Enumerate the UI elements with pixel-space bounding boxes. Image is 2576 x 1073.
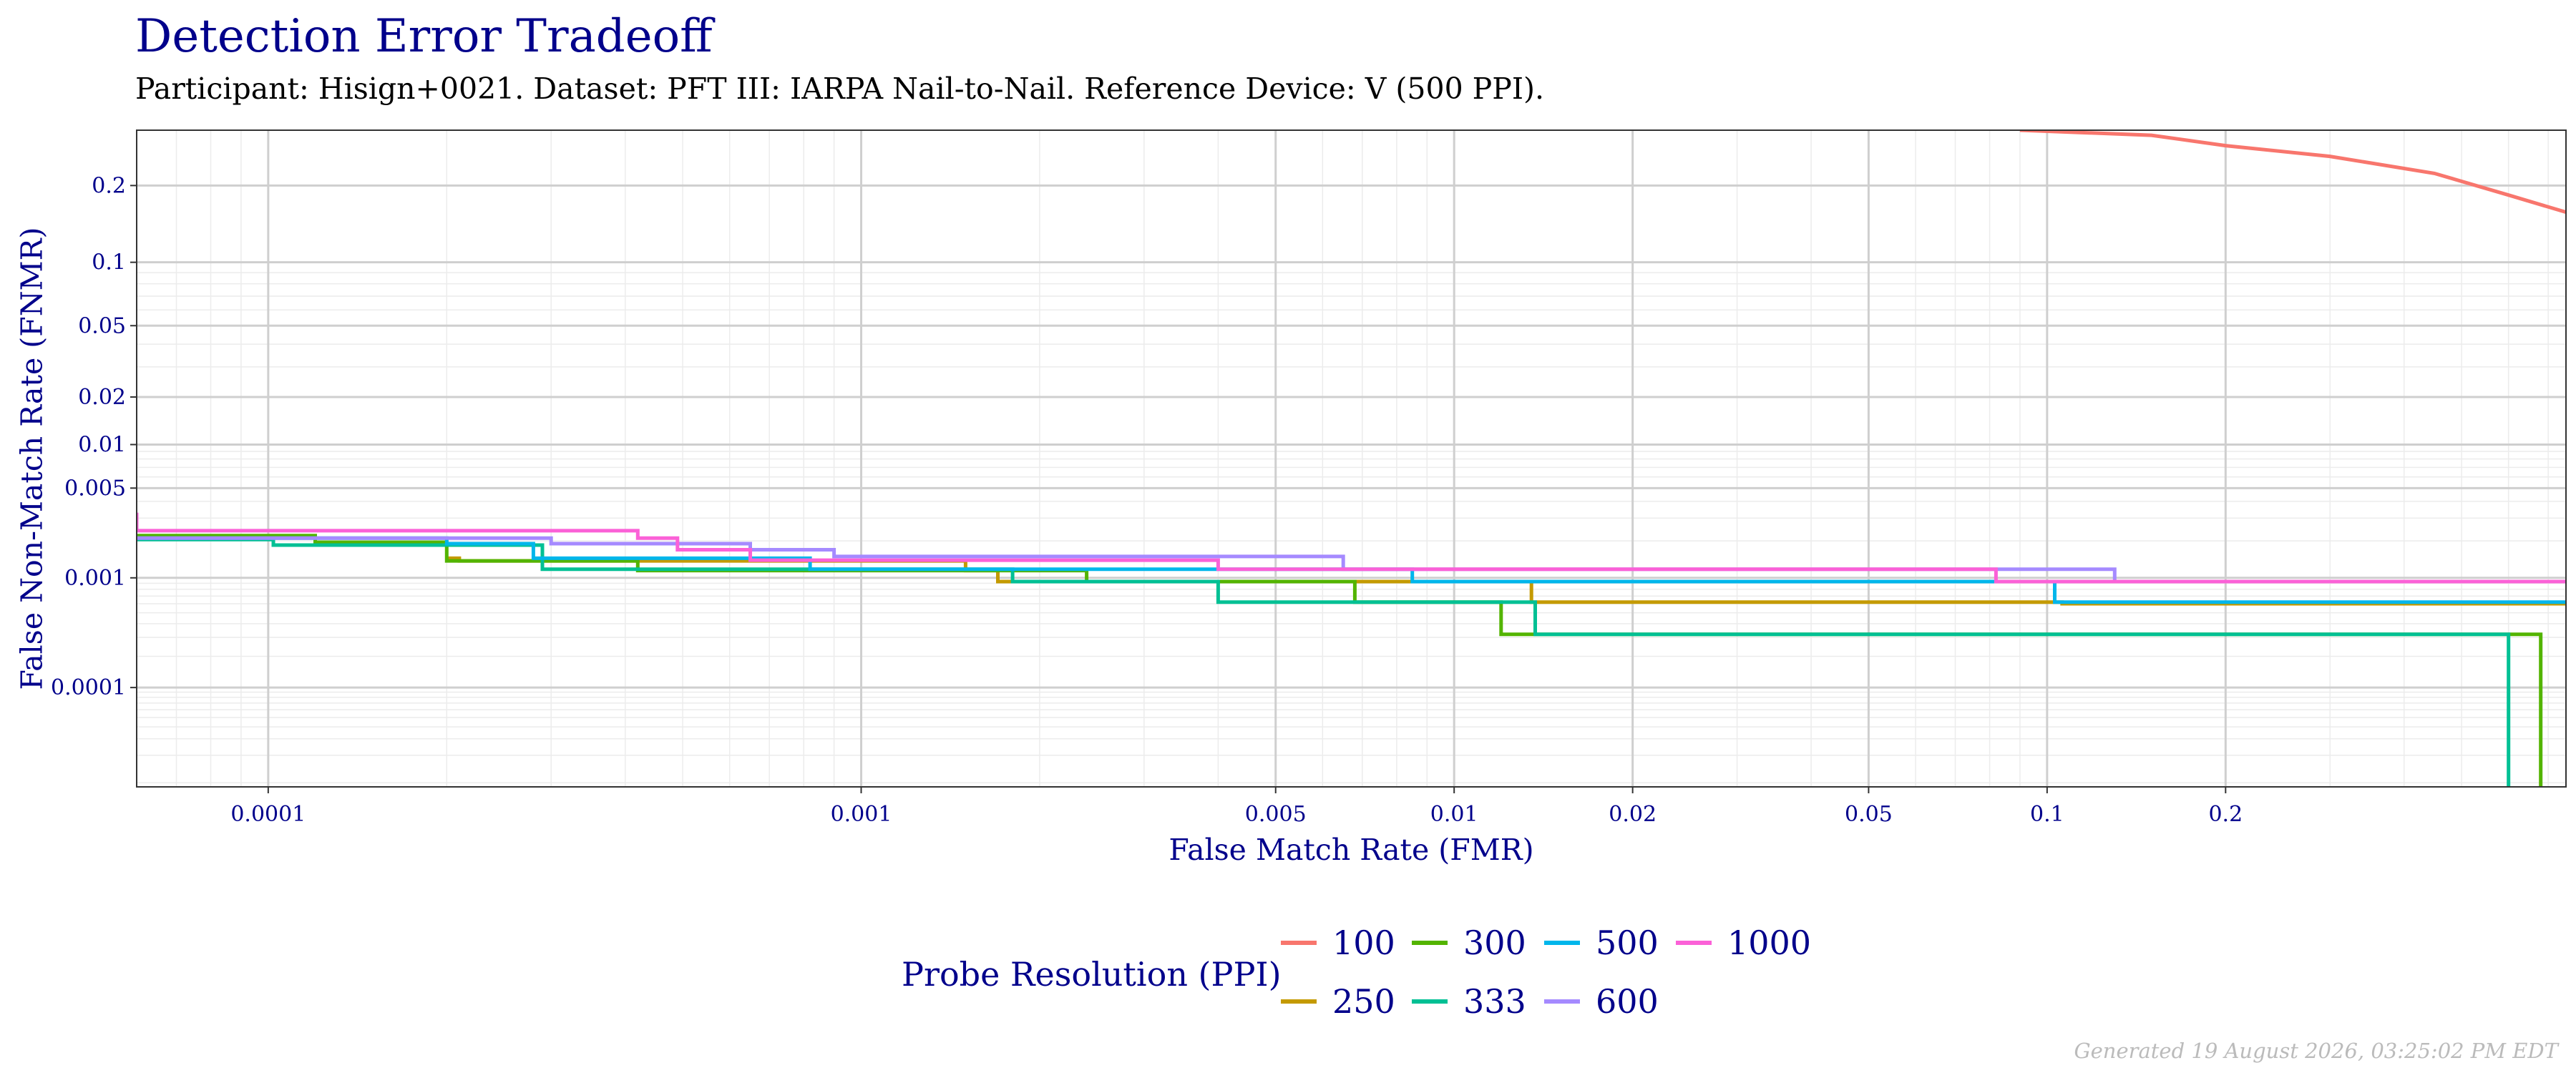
legend-label-250: 250 [1332, 982, 1395, 1021]
y-tick-label: 0.02 [78, 385, 126, 410]
x-axis-ticks: 0.0001 0.001 0.005 0.01 0.02 0.05 0.1 0.2 [230, 787, 2243, 827]
x-axis-title: False Match Rate (FMR) [1169, 833, 1533, 867]
major-gridlines [137, 130, 2566, 787]
series-line-600 [137, 536, 2566, 584]
y-tick-label: 0.2 [92, 173, 126, 198]
series-line-100 [2019, 130, 2566, 214]
plot-series [137, 130, 2566, 787]
x-tick-label: 0.2 [2208, 802, 2243, 827]
chart-title: Detection Error Tradeoff [135, 10, 713, 63]
y-tick-label: 0.1 [92, 250, 126, 275]
y-tick-label: 0.001 [64, 566, 126, 591]
legend-label-500: 500 [1596, 923, 1659, 962]
series-line-333 [137, 537, 2511, 787]
x-tick-label: 0.05 [1845, 802, 1893, 827]
legend-label-300: 300 [1463, 923, 1526, 962]
x-tick-label: 0.0001 [230, 802, 306, 827]
legend: Probe Resolution (PPI) 100 300 500 1000 250 3… [902, 923, 1811, 1021]
y-axis-ticks: 0.2 0.1 0.05 0.02 0.01 0.005 0.001 0.0001 [51, 173, 137, 700]
x-tick-label: 0.01 [1430, 802, 1478, 827]
legend-label-333: 333 [1463, 982, 1526, 1021]
y-tick-label: 0.01 [78, 432, 126, 457]
x-tick-label: 0.1 [2030, 802, 2064, 827]
legend-label-100: 100 [1332, 923, 1395, 962]
legend-label-1000: 1000 [1727, 923, 1811, 962]
x-tick-label: 0.02 [1609, 802, 1657, 827]
legend-title: Probe Resolution (PPI) [902, 955, 1282, 994]
y-tick-label: 0.005 [64, 476, 126, 501]
x-tick-label: 0.005 [1245, 802, 1307, 827]
chart-subtitle: Participant: Hisign+0021. Dataset: PFT I… [135, 72, 1545, 106]
x-tick-label: 0.001 [831, 802, 892, 827]
plot-border [136, 129, 2567, 788]
y-tick-label: 0.05 [78, 313, 126, 338]
legend-label-600: 600 [1596, 982, 1659, 1021]
series-line-1000 [137, 512, 2566, 584]
generated-timestamp: Generated 19 August 2026, 03:25:02 PM ED… [2074, 1039, 2558, 1063]
series-line-500 [137, 536, 2566, 604]
series-line-300 [137, 534, 2543, 787]
y-axis-title: False Non-Match Rate (FNMR) [15, 227, 49, 690]
y-tick-label: 0.0001 [51, 675, 126, 700]
